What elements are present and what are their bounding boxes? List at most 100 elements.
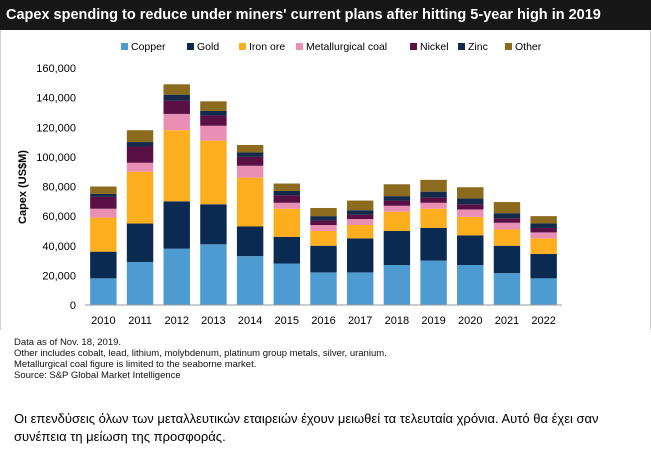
bar-segment-nickel-2016 <box>310 220 337 226</box>
x-tick-label: 2011 <box>128 315 152 327</box>
bar-segment-gold-2019 <box>420 227 447 261</box>
x-tick-label: 2020 <box>458 315 482 327</box>
bar-segment-nickel-2019 <box>420 197 447 203</box>
note-met-coal: Metallurgical coal figure is limited to … <box>14 359 257 370</box>
legend-swatch-iron-ore <box>239 43 246 50</box>
legend-label-zinc: Zinc <box>468 41 488 53</box>
bar-segment-other-2013 <box>200 101 227 111</box>
x-axis: 2010 2011 2012 2013 2014 2015 2016 2017 2018 2019… <box>91 315 556 327</box>
bar-segment-nickel-2012 <box>163 100 190 114</box>
bar-segment-other-2017 <box>346 200 374 211</box>
bar-segment-metallurgical-coal-2018 <box>383 205 411 212</box>
y-tick-label: 40,000 <box>42 241 76 253</box>
bar-segment-other-2011 <box>126 130 154 143</box>
y-tick-label: 160,000 <box>36 63 76 75</box>
bar-segment-iron-ore-2011 <box>126 171 154 224</box>
bar-segment-copper-2016 <box>310 272 337 305</box>
bar-segment-other-2018 <box>383 184 411 197</box>
bar-segment-iron-ore-2017 <box>346 225 374 239</box>
bar-segment-metallurgical-coal-2017 <box>346 219 374 226</box>
x-tick-label: 2018 <box>385 315 409 327</box>
bar-segment-gold-2016 <box>310 245 337 273</box>
bar-segment-gold-2018 <box>383 230 411 266</box>
bar-segment-copper-2017 <box>346 272 374 305</box>
bar-segment-copper-2011 <box>126 262 154 305</box>
x-tick-label: 2013 <box>201 315 225 327</box>
bar-segment-zinc-2022 <box>530 223 557 228</box>
legend-label-copper: Copper <box>131 41 166 53</box>
bar-segment-other-2022 <box>530 216 557 224</box>
bar-segment-zinc-2021 <box>493 213 521 219</box>
y-tick-label: 120,000 <box>36 122 76 134</box>
bar-segment-zinc-2010 <box>90 193 117 197</box>
bar-segment-zinc-2017 <box>346 210 374 215</box>
y-tick-label: 100,000 <box>36 152 76 164</box>
bar-segment-zinc-2014 <box>236 152 264 157</box>
bar-segment-copper-2020 <box>457 265 484 305</box>
legend-swatch-copper <box>121 43 128 50</box>
bar-segment-gold-2020 <box>457 235 484 266</box>
bar-segment-copper-2012 <box>163 248 190 305</box>
bar-segment-zinc-2011 <box>126 142 154 147</box>
bar-segment-iron-ore-2013 <box>200 140 227 205</box>
bar-segment-other-2010 <box>90 186 117 194</box>
bar-segment-nickel-2020 <box>457 204 484 210</box>
bar-segment-gold-2022 <box>530 253 557 279</box>
legend-swatch-gold <box>187 43 194 50</box>
bar-segment-zinc-2013 <box>200 110 227 116</box>
bar-segment-zinc-2015 <box>273 190 301 196</box>
x-tick-label: 2022 <box>531 315 555 327</box>
caption-text: Οι επενδύσεις όλων των μεταλλευτικών ετα… <box>14 411 599 444</box>
bar-segment-other-2014 <box>236 145 264 153</box>
bar-segment-nickel-2022 <box>530 227 557 233</box>
y-tick-label: 80,000 <box>42 182 76 194</box>
bar-segment-other-2016 <box>310 207 337 217</box>
bar-segment-gold-2011 <box>126 223 154 263</box>
note-data-date: Data as of Nov. 18, 2019. <box>14 337 122 348</box>
bar-segment-zinc-2016 <box>310 216 337 221</box>
bar-segment-nickel-2018 <box>383 200 411 206</box>
bar-segment-copper-2018 <box>383 265 411 305</box>
legend-label-iron-ore: Iron ore <box>249 41 285 53</box>
bar-segment-gold-2015 <box>273 236 301 264</box>
bar-segment-iron-ore-2016 <box>310 230 337 246</box>
y-tick-label: 60,000 <box>42 211 76 223</box>
bar-segment-iron-ore-2019 <box>420 208 447 228</box>
legend-label-gold: Gold <box>197 41 219 53</box>
bar-segment-metallurgical-coal-2013 <box>200 125 227 141</box>
x-tick-label: 2015 <box>275 315 299 327</box>
bar-segment-copper-2019 <box>420 260 447 305</box>
bar-segment-gold-2021 <box>493 245 521 274</box>
legend-label-metallurgical-coal: Metallurgical coal <box>306 41 387 53</box>
bar-segment-nickel-2014 <box>236 156 264 166</box>
bar-segment-zinc-2018 <box>383 196 411 201</box>
x-tick-label: 2016 <box>311 315 335 327</box>
bar-segment-other-2021 <box>493 202 521 214</box>
bar-segment-zinc-2020 <box>457 198 484 205</box>
bars <box>90 84 557 305</box>
x-tick-label: 2014 <box>238 315 262 327</box>
bar-segment-metallurgical-coal-2010 <box>90 208 117 218</box>
bar-segment-other-2020 <box>457 187 484 199</box>
bar-segment-copper-2022 <box>530 278 557 305</box>
bar-segment-iron-ore-2018 <box>383 211 411 231</box>
legend-swatch-zinc <box>458 43 465 50</box>
legend-swatch-metallurgical-coal <box>296 43 303 50</box>
bar-segment-gold-2014 <box>236 226 264 257</box>
x-tick-label: 2017 <box>348 315 372 327</box>
bar-segment-other-2012 <box>163 84 190 95</box>
bar-segment-nickel-2021 <box>493 218 521 223</box>
bar-segment-nickel-2013 <box>200 115 227 126</box>
bar-segment-copper-2014 <box>236 256 264 305</box>
chart-title: Capex spending to reduce under miners' c… <box>0 0 651 30</box>
bar-segment-nickel-2011 <box>126 146 154 163</box>
bar-segment-metallurgical-coal-2020 <box>457 209 484 217</box>
y-tick-label: 140,000 <box>36 93 76 105</box>
bar-segment-zinc-2012 <box>163 94 190 101</box>
bar-segment-other-2019 <box>420 179 447 192</box>
bar-segment-metallurgical-coal-2021 <box>493 222 521 230</box>
bar-segment-copper-2021 <box>493 273 521 305</box>
bar-segment-iron-ore-2022 <box>530 238 557 254</box>
x-tick-label: 2010 <box>91 315 115 327</box>
bar-segment-metallurgical-coal-2011 <box>126 162 154 172</box>
